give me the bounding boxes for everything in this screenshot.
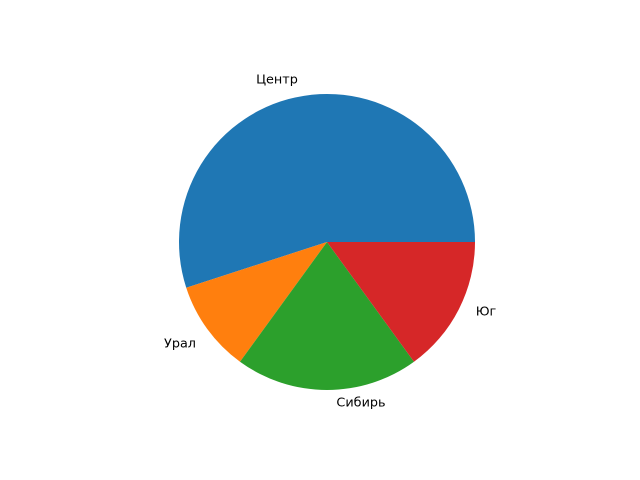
pie-slice-label-sibir: Сибирь	[336, 395, 386, 411]
pie-slice	[327, 242, 475, 362]
pie-slice-label-centr: Центр	[256, 72, 298, 88]
pie-slice-label-yug: Юг	[475, 304, 497, 320]
pie-slice-label-ural: Урал	[164, 336, 196, 352]
pie-slice	[186, 242, 327, 362]
pie-slice	[178, 93, 475, 288]
pie-wedge-group	[178, 93, 475, 391]
pie-slice	[240, 242, 414, 391]
